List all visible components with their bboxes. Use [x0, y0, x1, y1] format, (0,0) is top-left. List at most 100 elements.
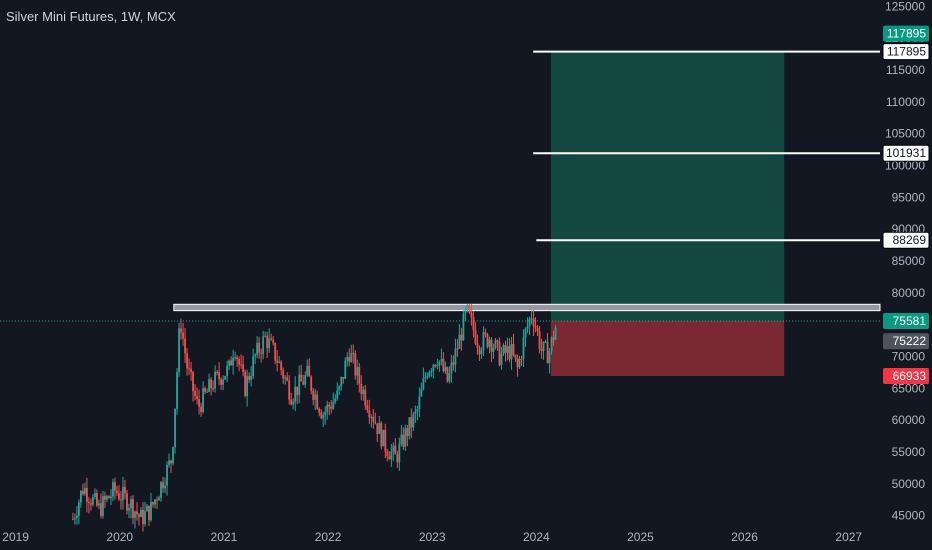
candle-body — [518, 358, 521, 368]
candle-body — [514, 354, 517, 359]
candle-body — [460, 334, 463, 341]
candle-body — [144, 511, 146, 525]
candle-body — [536, 327, 539, 332]
candle-body — [252, 356, 255, 377]
candle-body — [374, 421, 377, 424]
candle-body — [186, 353, 188, 369]
candle-body — [316, 394, 319, 409]
candle-body — [436, 365, 439, 367]
candle-body — [182, 332, 184, 339]
candle-body — [362, 389, 365, 394]
candle-body — [138, 514, 140, 518]
candle-body — [330, 406, 333, 409]
y-tick-115000: 115000 — [886, 63, 925, 77]
candle-body — [210, 379, 212, 389]
candle-body — [168, 460, 170, 465]
candle-body — [296, 386, 299, 396]
candle-body — [386, 451, 389, 457]
candle-body — [510, 343, 513, 360]
candle-body — [298, 374, 301, 396]
candle-body — [90, 503, 92, 505]
candle-body — [96, 493, 98, 506]
candle-body — [338, 386, 341, 391]
candle-body — [528, 318, 531, 327]
candle-body — [354, 353, 357, 376]
candle-body — [458, 334, 461, 349]
target-price-label: 117895 — [887, 27, 926, 41]
candle-body — [302, 381, 305, 385]
candle-body — [456, 348, 459, 350]
candle-body — [408, 417, 411, 437]
candle-body — [388, 456, 391, 460]
candle-body — [544, 341, 547, 343]
candle-body — [424, 376, 427, 379]
y-tick-55000: 55000 — [892, 445, 926, 459]
candle-body — [174, 408, 176, 448]
candle-body — [488, 339, 491, 347]
candle-body — [164, 485, 166, 489]
candle-body — [290, 399, 293, 405]
candle-body — [524, 328, 527, 338]
y-tick-65000: 65000 — [892, 381, 926, 395]
target-zone — [550, 51, 785, 321]
candle-body — [366, 405, 369, 411]
candle-body — [402, 434, 405, 447]
candle-body — [78, 502, 80, 516]
candle-body — [548, 351, 551, 364]
candle-body — [468, 305, 471, 313]
stop-price-label: 66933 — [893, 369, 927, 383]
stop-price-badge — [883, 368, 929, 385]
candle-body — [360, 383, 363, 394]
candle-body — [258, 342, 261, 353]
candle-body — [552, 337, 555, 340]
candle-body — [294, 386, 297, 402]
candle-body — [334, 398, 337, 402]
candle-body — [116, 490, 118, 494]
candle-body — [196, 395, 198, 400]
candle-body — [310, 376, 313, 391]
candle-body — [440, 358, 443, 362]
candle-body — [520, 358, 523, 360]
candle-body — [356, 367, 359, 376]
y-tick-100000: 100000 — [885, 159, 925, 173]
candle-body — [378, 422, 381, 434]
candle-body — [324, 411, 327, 416]
candle-body — [100, 503, 102, 516]
candle-body — [484, 332, 487, 335]
candle-body — [370, 416, 373, 418]
candle-body — [208, 379, 210, 392]
candle-body — [446, 367, 449, 382]
candle-body — [170, 460, 172, 464]
candle-body — [418, 396, 421, 410]
candle-body — [392, 445, 395, 452]
candle-body — [194, 391, 196, 396]
candle-body — [112, 482, 114, 497]
candle-body — [410, 417, 413, 428]
candle-body — [530, 318, 533, 320]
candle-body — [214, 371, 216, 389]
candle-body — [274, 342, 277, 361]
candle-body — [280, 361, 283, 371]
candle-body — [340, 377, 343, 387]
candle-body — [250, 376, 253, 380]
candle-body — [268, 338, 271, 349]
candle-body — [178, 328, 180, 373]
candle-body — [328, 404, 331, 407]
candle-body — [222, 379, 225, 385]
y-tick-85000: 85000 — [892, 254, 926, 268]
candle-body — [428, 371, 431, 377]
candle-body — [434, 364, 437, 366]
candle-body — [272, 339, 275, 343]
candle-body — [470, 312, 473, 317]
candle-body — [486, 334, 489, 347]
candle-body — [180, 328, 182, 333]
y-tick-110000: 110000 — [886, 95, 925, 109]
candle-body — [508, 346, 511, 360]
candle-body — [396, 454, 399, 463]
candle-body — [312, 390, 315, 400]
candle-body — [166, 464, 168, 486]
candle-body — [122, 486, 124, 501]
candle-body — [438, 361, 441, 366]
candle-body — [286, 377, 289, 381]
